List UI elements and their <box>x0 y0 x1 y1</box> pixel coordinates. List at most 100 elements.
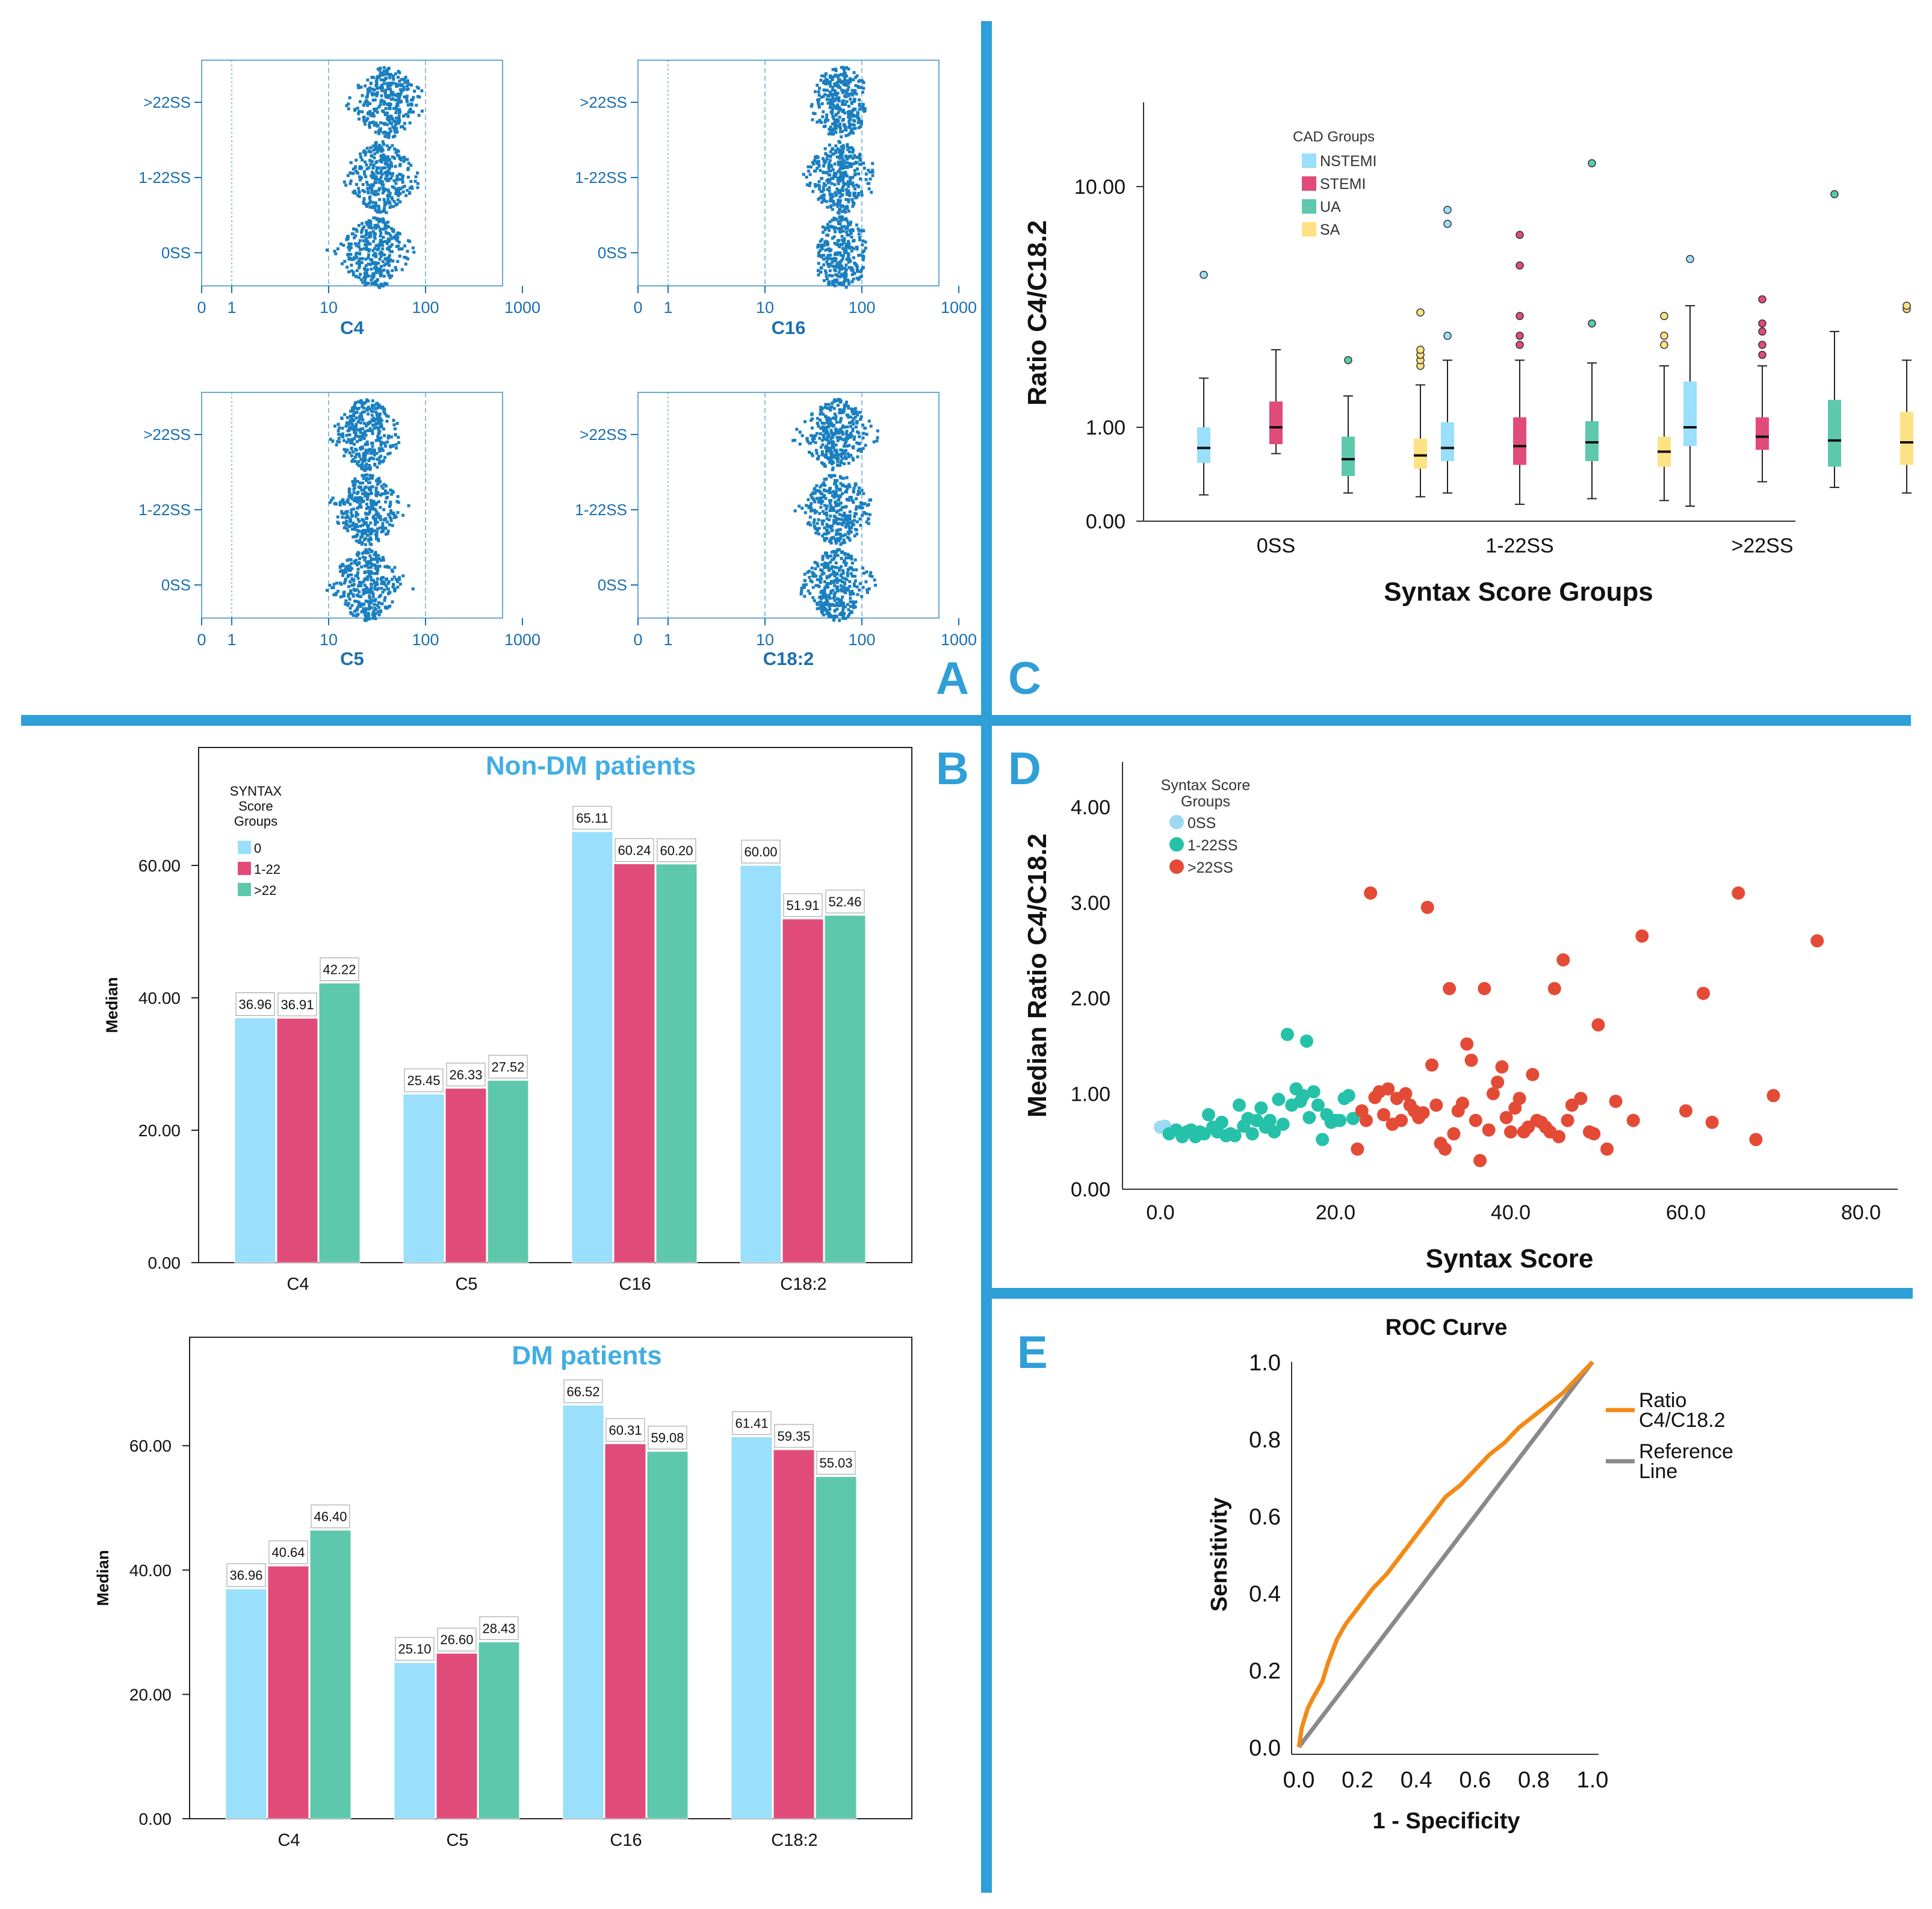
swarm-dot <box>342 581 346 585</box>
swarm-dot <box>359 524 362 528</box>
swarm-dot <box>841 477 845 480</box>
swarm-dot <box>833 412 837 416</box>
swarm-dot <box>393 589 397 593</box>
swarm-dot <box>836 103 840 107</box>
swarm-dot <box>394 123 398 126</box>
swarm-dot <box>821 554 825 558</box>
swarm-dot <box>382 427 386 431</box>
swarm-dot <box>364 153 367 157</box>
swarm-dot <box>821 534 825 537</box>
swarm-dot <box>816 84 819 87</box>
swarm-dot <box>362 477 365 480</box>
swarm-dot <box>823 462 826 466</box>
swarm-dot <box>832 93 836 96</box>
swarm-dot <box>388 254 391 258</box>
swarm-dot <box>837 503 841 507</box>
swarm-dot <box>370 170 374 174</box>
swarm-dot <box>844 250 848 254</box>
y-tick-label: 0.2 <box>1249 1659 1281 1684</box>
swarm-dot <box>835 202 839 206</box>
bar <box>571 831 613 1263</box>
swarm-dot <box>373 523 377 527</box>
swarm-dot <box>361 465 364 469</box>
swarm-dot <box>850 128 853 132</box>
swarm-dot <box>857 232 861 236</box>
swarm-dot <box>828 90 832 94</box>
x-axis-label: C18:2 <box>763 648 814 669</box>
scatter-point <box>1499 1110 1513 1124</box>
scatter-point <box>1526 1068 1540 1081</box>
swarm-dot <box>370 501 373 505</box>
swarm-dot <box>377 188 381 192</box>
swarm-dot <box>808 181 812 185</box>
swarm-dot <box>386 220 390 224</box>
swarm-dot <box>848 496 852 500</box>
scatter-point <box>1359 1113 1373 1127</box>
swarm-dot <box>860 595 864 598</box>
swarm-dot <box>384 91 388 95</box>
swarm-dot <box>846 586 850 590</box>
panel-a: 0 1 10 100 1000 C4 >22SS 1-22SS 0SS 0 1 10 100 1000 C1… <box>0 0 981 715</box>
swarm-dot <box>355 274 358 278</box>
swarm-dot <box>859 524 862 527</box>
swarm-dot <box>368 231 372 235</box>
swarm-dot <box>364 264 368 268</box>
swarm-dot <box>398 200 402 203</box>
swarm-dot <box>832 490 836 493</box>
swarm-dot <box>349 253 353 256</box>
swarm-dot <box>817 184 820 187</box>
swarm-dot <box>361 492 365 495</box>
swarm-dot <box>373 152 377 156</box>
swarm-dot <box>362 602 366 606</box>
swarm-dot <box>371 445 374 448</box>
swarm-dot <box>382 79 386 82</box>
swarm-dot <box>407 161 410 165</box>
swarm-dot <box>837 221 841 225</box>
swarm-dot <box>370 159 374 163</box>
swarm-dot <box>861 586 865 589</box>
swarm-dot <box>403 184 406 188</box>
swarm-dot <box>846 144 849 148</box>
swarm-dot <box>835 601 838 605</box>
swarm-dot <box>348 419 352 422</box>
scatter-point <box>1276 1118 1290 1131</box>
swarm-dot <box>386 197 390 201</box>
swarm-dot <box>849 605 852 608</box>
swarm-dot <box>365 269 368 273</box>
swarm-dot <box>372 507 376 511</box>
swarm-dot <box>822 197 826 200</box>
swarm-dot <box>813 487 817 490</box>
swarm-dot <box>848 485 852 489</box>
swarm-dot <box>387 232 391 235</box>
swarm-dot <box>350 562 353 565</box>
swarm-dot <box>359 85 363 89</box>
swarm-dot <box>825 517 829 521</box>
swarm-dot <box>404 256 408 259</box>
swarm-dot <box>356 577 360 580</box>
swarm-dot <box>833 268 837 271</box>
swarm-dot <box>843 224 846 228</box>
swarm-dot <box>376 75 379 78</box>
swarm-dot <box>850 176 854 179</box>
swarm-dot <box>358 264 361 268</box>
swarm-dot <box>841 541 844 545</box>
swarm-dot <box>867 517 870 521</box>
swarm-dot <box>397 194 400 197</box>
swarm-dot <box>369 146 373 150</box>
swarm-dot <box>406 81 410 84</box>
swarm-dot <box>374 268 378 272</box>
swarm-dot <box>847 282 850 285</box>
swarm-dot <box>358 239 362 243</box>
panel-e: ROC Curve 0.0 0.2 0.4 0.6 0.8 1.0 0.0 0.2 0.4 0.6 0… <box>992 1299 1932 1909</box>
swarm-dot <box>823 74 826 78</box>
swarm-dot <box>845 588 849 592</box>
x-axis-label: Syntax Score Groups <box>1384 577 1653 607</box>
swarm-dot <box>383 221 387 225</box>
swarm-dot <box>365 181 369 184</box>
swarm-dot <box>862 432 865 435</box>
swarm-dot <box>358 175 362 179</box>
swarm-dot <box>367 412 370 416</box>
swarm-dot <box>333 249 336 253</box>
swarm-dot <box>819 580 823 584</box>
swarm-dot <box>351 409 355 412</box>
